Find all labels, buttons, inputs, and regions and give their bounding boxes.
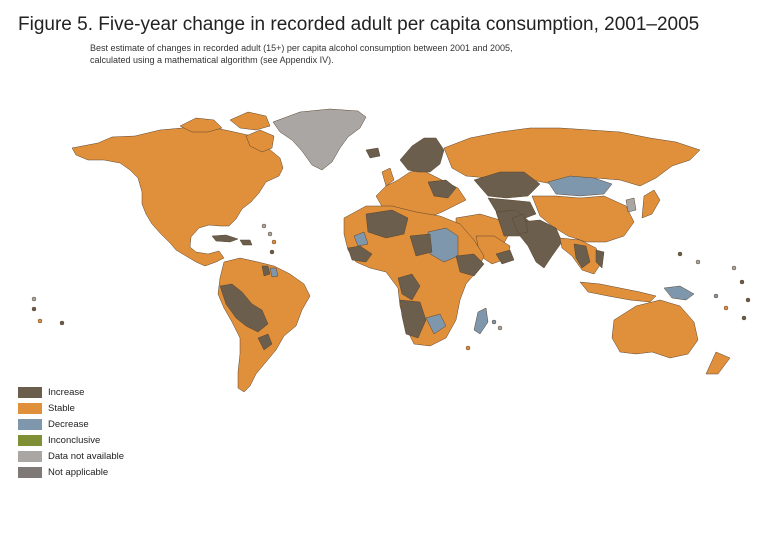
- sahel-region: [365, 209, 409, 239]
- iceland-region: [365, 147, 381, 159]
- map-legend: Increase Stable Decrease Inconclusive Da…: [18, 384, 124, 480]
- hispaniola-region: [239, 239, 253, 246]
- yemen-region: [495, 249, 515, 265]
- island-dot: [741, 315, 747, 321]
- japan-region: [641, 189, 661, 219]
- pakistan-region: [511, 213, 529, 235]
- india-region: [519, 219, 563, 269]
- paraguay-region: [257, 333, 273, 351]
- island-dot: [713, 293, 719, 299]
- west-africa-region: [347, 245, 373, 263]
- west-africa-decrease-region: [353, 231, 369, 247]
- australia-region: [611, 299, 699, 359]
- north-america-region: [71, 125, 284, 267]
- island-dot: [739, 279, 745, 285]
- legend-swatch-increase: [18, 386, 42, 398]
- legend-item-not-applicable: Not applicable: [18, 464, 124, 480]
- legend-label-inconclusive: Inconclusive: [48, 434, 101, 446]
- legend-swatch-not-applicable: [18, 466, 42, 478]
- vietnam-region: [595, 249, 605, 269]
- legend-item-data-not-available: Data not available: [18, 448, 124, 464]
- arctic-islands-region-2: [229, 111, 271, 131]
- island-dot: [31, 306, 37, 312]
- legend-label-decrease: Decrease: [48, 418, 89, 430]
- peru-bolivia-region: [219, 283, 269, 333]
- subtitle-line-1: Best estimate of changes in recorded adu…: [90, 43, 513, 53]
- subtitle-line-2: calculated using a mathematical algorith…: [90, 55, 334, 65]
- island-dot: [31, 296, 37, 302]
- angola-namibia-region: [399, 299, 427, 339]
- island-dot: [723, 305, 729, 311]
- map-subtitle: Best estimate of changes in recorded adu…: [90, 42, 610, 66]
- scandinavia-region: [399, 137, 445, 173]
- cuba-region: [211, 234, 239, 243]
- mongolia-region: [547, 175, 613, 197]
- island-dot: [271, 239, 277, 245]
- korea-region: [625, 197, 637, 213]
- thailand-region: [573, 243, 591, 269]
- indonesia-region: [579, 281, 657, 303]
- southern-africa-region: [425, 313, 447, 335]
- island-dot: [677, 251, 683, 257]
- legend-label-not-applicable: Not applicable: [48, 466, 109, 478]
- island-dot: [465, 345, 471, 351]
- island-dot: [37, 318, 43, 324]
- kazakhstan-region: [473, 171, 541, 199]
- arctic-islands-region: [179, 117, 223, 133]
- ethiopia-region: [455, 253, 485, 277]
- madagascar-region: [473, 307, 489, 335]
- legend-label-data-not-available: Data not available: [48, 450, 125, 462]
- baffin-region: [245, 129, 275, 153]
- guyana-region: [261, 265, 271, 277]
- uk-region: [381, 167, 395, 187]
- congo-region: [397, 273, 421, 301]
- island-dot: [745, 297, 751, 303]
- legend-item-increase: Increase: [18, 384, 124, 400]
- legend-swatch-decrease: [18, 418, 42, 430]
- legend-label-increase: Increase: [48, 386, 85, 398]
- central-africa-region: [409, 233, 433, 257]
- greenland-region: [272, 108, 367, 171]
- legend-item-stable: Stable: [18, 400, 124, 416]
- island-dot: [59, 320, 65, 326]
- island-dot: [491, 319, 497, 325]
- island-dot: [261, 223, 267, 229]
- island-dot: [267, 231, 273, 237]
- legend-swatch-data-not-available: [18, 450, 42, 462]
- legend-label-stable: Stable: [48, 402, 75, 414]
- new-zealand-region: [705, 351, 731, 375]
- island-dot: [695, 259, 701, 265]
- legend-swatch-inconclusive: [18, 434, 42, 446]
- map-title: Figure 5. Five-year change in recorded a…: [18, 14, 700, 35]
- island-dot: [497, 325, 503, 331]
- island-dot: [269, 249, 275, 255]
- eastern-europe-region: [427, 179, 457, 199]
- suriname-region: [269, 267, 279, 278]
- legend-item-inconclusive: Inconclusive: [18, 432, 124, 448]
- island-dot: [731, 265, 737, 271]
- png-region: [663, 285, 695, 301]
- legend-item-decrease: Decrease: [18, 416, 124, 432]
- legend-swatch-stable: [18, 402, 42, 414]
